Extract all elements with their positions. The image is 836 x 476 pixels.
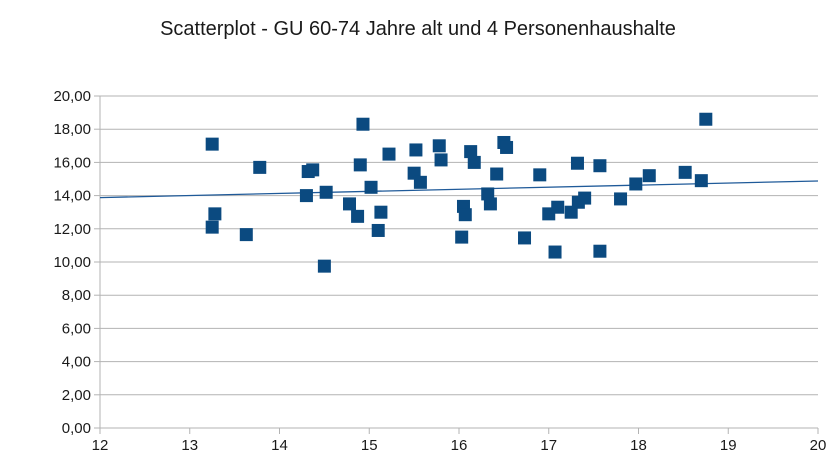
x-tick-label: 18 — [630, 437, 647, 454]
data-point — [593, 159, 607, 173]
y-axis-tick-labels: 0,00 2,00 4,00 6,00 8,00 10,00 12,00 14,00 16,00… — [53, 88, 91, 437]
data-point — [614, 192, 628, 206]
data-point — [629, 177, 643, 191]
data-point — [458, 208, 472, 222]
x-tick-label: 16 — [451, 437, 468, 454]
axes — [94, 95, 819, 434]
x-tick-label: 13 — [181, 437, 198, 454]
data-point — [500, 140, 514, 154]
y-tick-label: 6,00 — [62, 320, 91, 337]
data-point — [578, 191, 592, 205]
data-point — [533, 168, 547, 182]
y-tick-label: 14,00 — [53, 188, 91, 205]
y-tick-label: 12,00 — [53, 221, 91, 238]
data-point — [356, 117, 370, 131]
data-point — [570, 156, 584, 170]
data-point — [467, 155, 481, 169]
data-point — [593, 244, 607, 258]
y-tick-label: 2,00 — [62, 387, 91, 404]
x-tick-label: 14 — [271, 437, 288, 454]
data-point — [205, 220, 219, 234]
data-point — [564, 205, 578, 219]
y-tick-label: 4,00 — [62, 354, 91, 371]
data-point — [239, 228, 253, 242]
data-point — [208, 207, 222, 221]
x-tick-label: 17 — [540, 437, 557, 454]
data-point — [490, 167, 504, 181]
y-tick-label: 10,00 — [53, 254, 91, 271]
data-point — [551, 200, 565, 214]
data-point — [205, 137, 219, 151]
data-point — [409, 143, 423, 157]
data-points — [205, 112, 713, 273]
data-point — [374, 205, 388, 219]
x-tick-label: 15 — [361, 437, 378, 454]
data-point — [343, 197, 357, 211]
data-point — [464, 145, 478, 159]
chart-title: Scatterplot - GU 60-74 Jahre alt und 4 P… — [160, 18, 676, 40]
data-point — [678, 165, 692, 179]
data-point — [299, 189, 313, 203]
data-point — [353, 158, 367, 172]
data-point — [351, 209, 365, 223]
data-point — [382, 147, 396, 161]
x-tick-label: 20 — [810, 437, 827, 454]
data-point — [413, 175, 427, 189]
data-point — [518, 231, 532, 245]
x-tick-label: 19 — [720, 437, 737, 454]
data-point — [371, 223, 385, 237]
data-point — [455, 230, 469, 244]
data-point — [253, 160, 267, 174]
data-point — [548, 245, 562, 259]
x-axis-tick-labels: 12 13 14 15 16 17 18 19 20 — [92, 437, 827, 454]
y-tick-label: 20,00 — [53, 88, 91, 105]
data-point — [481, 187, 495, 201]
data-point — [306, 163, 320, 177]
y-tick-label: 0,00 — [62, 420, 91, 437]
x-tick-label: 12 — [92, 437, 109, 454]
data-point — [317, 259, 331, 273]
data-point — [483, 197, 497, 211]
data-point — [699, 112, 713, 126]
y-tick-label: 8,00 — [62, 287, 91, 304]
data-point — [364, 180, 378, 194]
y-tick-label: 18,00 — [53, 121, 91, 138]
data-point — [434, 153, 448, 167]
data-point — [319, 185, 333, 199]
y-tick-label: 16,00 — [53, 154, 91, 171]
data-point — [642, 169, 656, 183]
data-point — [432, 139, 446, 153]
data-point — [694, 174, 708, 188]
